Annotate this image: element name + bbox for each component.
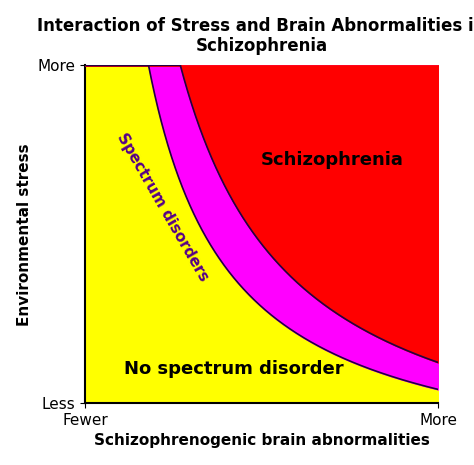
Title: Interaction of Stress and Brain Abnormalities in
Schizophrenia: Interaction of Stress and Brain Abnormal… xyxy=(37,17,474,55)
Y-axis label: Environmental stress: Environmental stress xyxy=(17,143,32,326)
Text: Schizophrenia: Schizophrenia xyxy=(261,151,404,169)
Text: No spectrum disorder: No spectrum disorder xyxy=(124,360,343,379)
X-axis label: Schizophrenogenic brain abnormalities: Schizophrenogenic brain abnormalities xyxy=(94,433,429,448)
Text: Spectrum disorders: Spectrum disorders xyxy=(114,131,211,284)
